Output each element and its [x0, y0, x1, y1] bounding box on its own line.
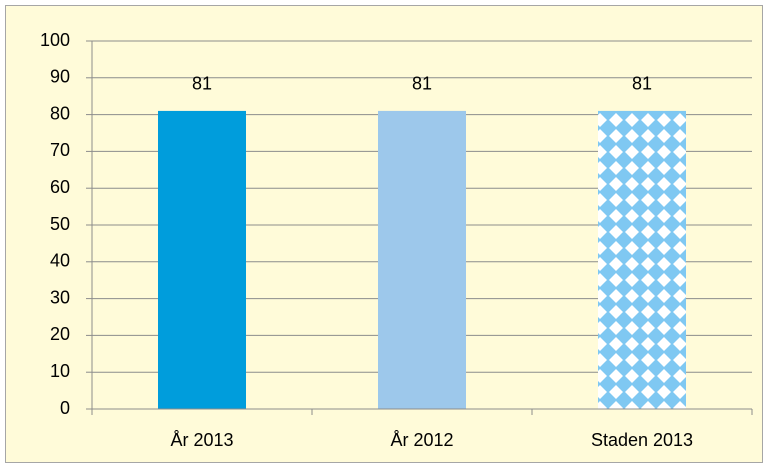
y-tick-label: 40: [50, 251, 70, 271]
bar: [598, 110, 686, 410]
value-label: 81: [192, 74, 212, 94]
x-tick-label: Staden 2013: [591, 430, 693, 450]
y-tick-label: 10: [50, 361, 70, 381]
x-tick-label: År 2013: [170, 430, 233, 450]
y-tick-label: 20: [50, 324, 70, 344]
y-tick-label: 30: [50, 287, 70, 307]
y-tick-label: 70: [50, 140, 70, 160]
y-tick-label: 0: [60, 398, 70, 418]
x-tick-label: År 2012: [390, 430, 453, 450]
bar: [158, 110, 246, 410]
bar: [378, 110, 466, 410]
value-label: 81: [412, 74, 432, 94]
value-label: 81: [632, 74, 652, 94]
y-tick-label: 60: [50, 177, 70, 197]
y-tick-label: 80: [50, 103, 70, 123]
y-tick-label: 90: [50, 67, 70, 87]
y-tick-label: 100: [40, 30, 70, 50]
y-tick-label: 50: [50, 214, 70, 234]
